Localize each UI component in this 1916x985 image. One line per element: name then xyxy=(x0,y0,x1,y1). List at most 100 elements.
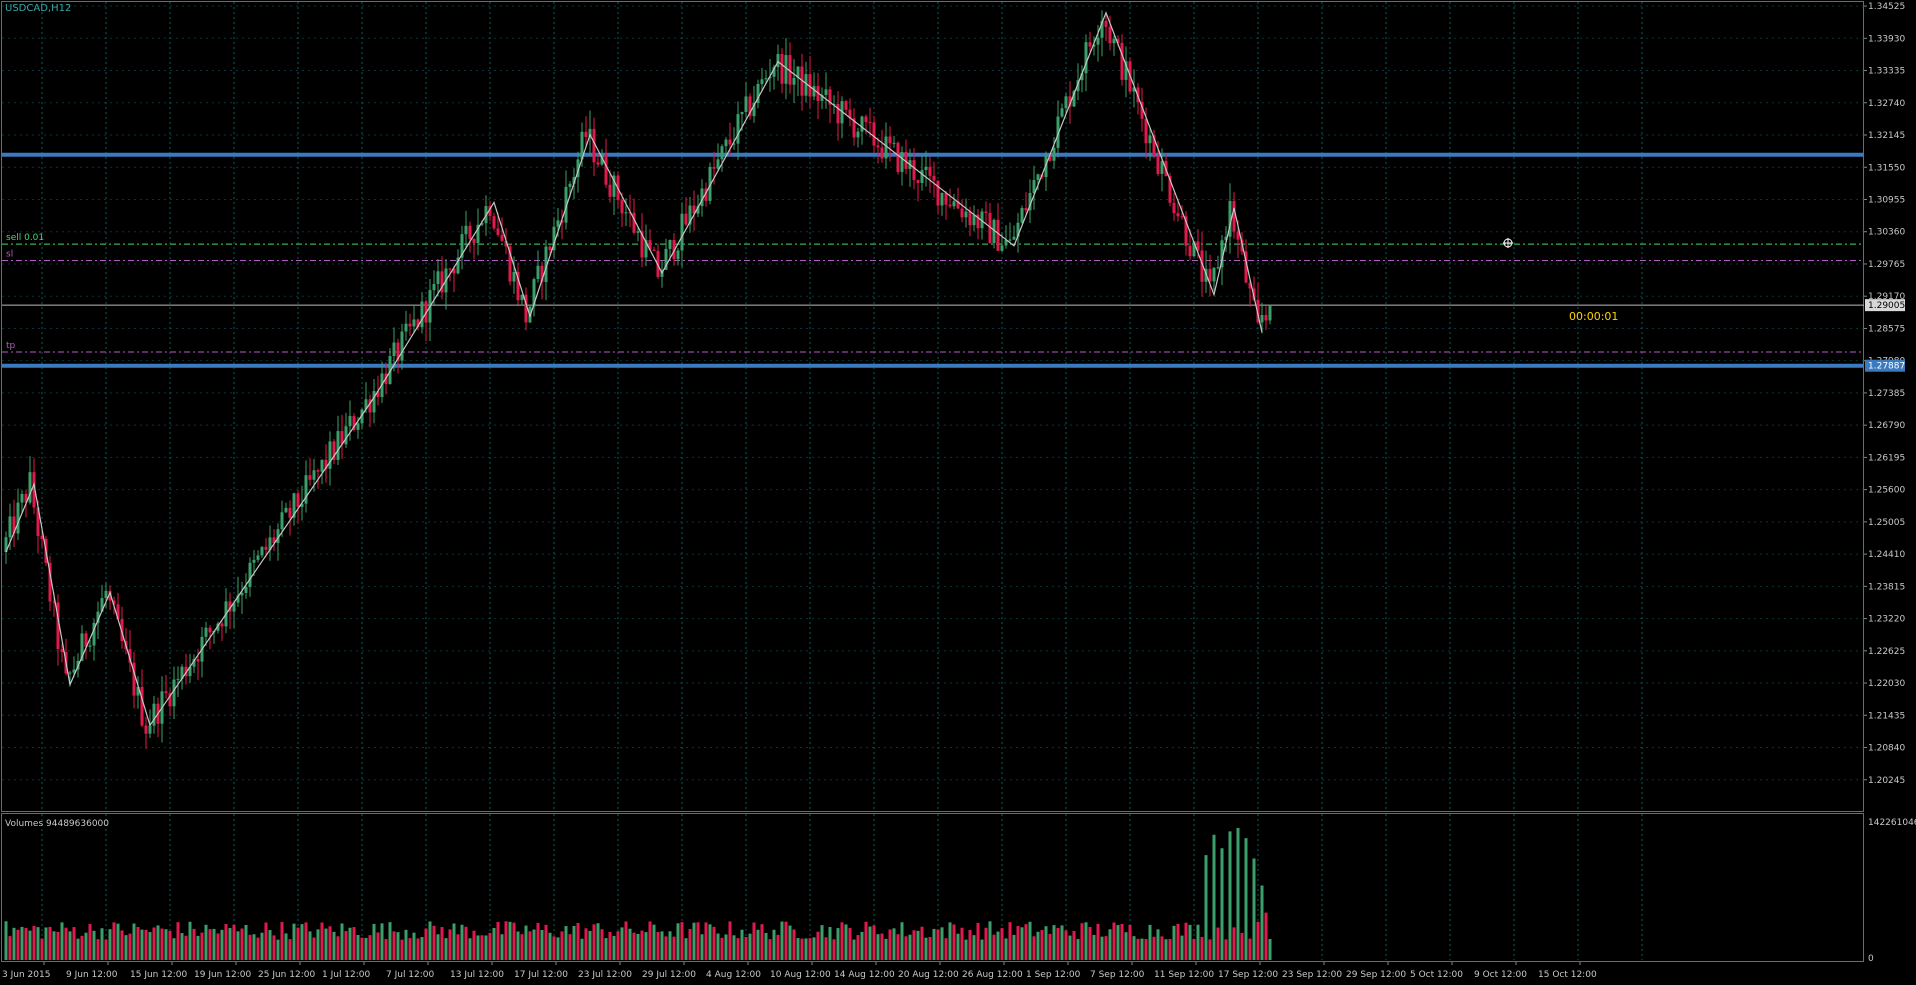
candle-body xyxy=(648,240,652,250)
candle-body xyxy=(920,170,924,183)
candle-body xyxy=(768,76,772,79)
candle-body xyxy=(608,184,612,197)
candle-body xyxy=(84,633,88,647)
candle-body xyxy=(1184,216,1188,246)
candle-body xyxy=(180,666,184,679)
candle-body xyxy=(244,586,248,593)
price-tick-label: 1.22625 xyxy=(1868,647,1905,657)
candle-body xyxy=(8,516,12,538)
candle-body xyxy=(468,225,472,239)
candle-body xyxy=(656,250,660,277)
time-tick-label: 7 Sep 12:00 xyxy=(1090,970,1145,980)
candle-body xyxy=(612,175,616,197)
horizontal-levels[interactable] xyxy=(2,152,1864,368)
candle-body xyxy=(692,205,696,214)
candle-body xyxy=(976,214,980,229)
candle-body xyxy=(632,212,636,233)
candle-body xyxy=(108,590,112,601)
time-tick-label: 11 Sep 12:00 xyxy=(1154,970,1214,980)
candle-body xyxy=(940,192,944,206)
candle-body xyxy=(144,725,148,734)
time-tick-label: 23 Jul 12:00 xyxy=(578,970,632,980)
candle-body xyxy=(308,475,312,480)
candle-body xyxy=(1196,241,1200,251)
candle-body xyxy=(192,659,196,667)
price-tick-label: 1.22030 xyxy=(1868,679,1905,689)
candle-body xyxy=(556,220,560,227)
price-tick-label: 1.28575 xyxy=(1868,324,1905,334)
candle-body xyxy=(1112,39,1116,44)
candle-body xyxy=(876,145,880,148)
price-tick-label: 1.33335 xyxy=(1868,67,1905,77)
candle-body xyxy=(1188,245,1192,257)
candle-body xyxy=(1248,282,1252,289)
candle-body xyxy=(332,441,336,460)
price-tick-label: 1.20840 xyxy=(1868,744,1905,754)
candle-body xyxy=(896,142,900,172)
candle-body xyxy=(1092,44,1096,47)
candle-body xyxy=(832,103,836,105)
candle-body xyxy=(716,159,720,169)
price-tick-label: 1.29170 xyxy=(1868,292,1905,302)
candle-body xyxy=(104,590,108,599)
candle-body xyxy=(388,356,392,384)
candle-body xyxy=(1072,91,1076,107)
candle-body xyxy=(952,201,956,207)
time-tick-label: 26 Aug 12:00 xyxy=(962,970,1023,980)
price-axis[interactable]: 1.34525 1.33930 1.33335 1.32740 1.32145 1.315… xyxy=(1864,2,1905,786)
candle-body xyxy=(1008,239,1012,241)
candle-body xyxy=(724,139,728,147)
time-tick-label: 9 Jun 12:00 xyxy=(66,970,118,980)
candle-body xyxy=(60,649,64,653)
candle-body xyxy=(1256,299,1260,323)
time-tick-label: 13 Jul 12:00 xyxy=(450,970,504,980)
candle-body xyxy=(460,234,464,258)
candle-body xyxy=(936,180,940,206)
candle-body xyxy=(688,205,692,225)
candle-body xyxy=(904,152,908,169)
time-tick-label: 3 Jun 2015 xyxy=(2,970,50,980)
candle-body xyxy=(624,212,628,214)
candle-body xyxy=(932,175,936,181)
time-axis[interactable]: 3 Jun 2015 9 Jun 12:00 15 Jun 12:00 19 Jun … xyxy=(2,962,1597,980)
candle-body xyxy=(1016,222,1020,237)
candle-body xyxy=(1100,20,1104,38)
candle-body xyxy=(1140,102,1144,119)
candle-body xyxy=(360,409,364,424)
candle-body xyxy=(88,645,92,647)
candle-body xyxy=(396,342,400,361)
candle-body xyxy=(516,271,520,301)
candle-body xyxy=(740,112,744,115)
volume-histogram xyxy=(4,828,1272,960)
candle-body xyxy=(316,470,320,472)
candle-body xyxy=(496,228,500,235)
candle-body xyxy=(536,265,540,280)
candle-body xyxy=(1060,108,1064,117)
candle-body xyxy=(1160,160,1164,174)
candle-body xyxy=(684,213,688,225)
candle-body xyxy=(100,598,104,612)
candle-body xyxy=(1028,192,1032,211)
candle-body xyxy=(72,669,76,673)
candle-body xyxy=(744,96,748,113)
candle-body xyxy=(856,131,860,138)
candle-body xyxy=(820,94,824,101)
candle-body xyxy=(372,391,376,413)
candle-body xyxy=(828,89,832,105)
candle-body xyxy=(48,562,52,602)
candle-body xyxy=(984,211,988,213)
time-tick-label: 19 Jun 12:00 xyxy=(194,970,251,980)
time-tick-label: 29 Jul 12:00 xyxy=(642,970,696,980)
time-tick-label: 4 Aug 12:00 xyxy=(706,970,761,980)
candle-body xyxy=(772,67,776,77)
candle-body xyxy=(992,219,996,244)
candle-body xyxy=(132,662,136,696)
candle-body xyxy=(204,627,208,637)
candle-body xyxy=(880,147,884,159)
candle-body xyxy=(1180,216,1184,218)
price-tick-label: 1.33930 xyxy=(1868,34,1905,44)
candle-body xyxy=(764,78,768,80)
candle-body xyxy=(436,271,440,284)
candle-body xyxy=(1032,180,1036,193)
